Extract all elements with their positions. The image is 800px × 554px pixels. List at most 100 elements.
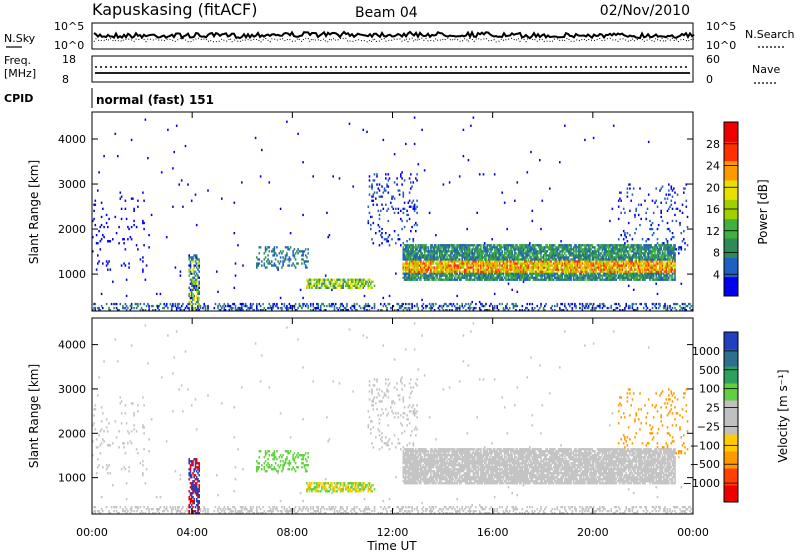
power-cell xyxy=(188,254,190,257)
power-cell xyxy=(119,197,122,200)
power-cell xyxy=(644,260,646,263)
power-cell xyxy=(610,248,612,251)
power-cell xyxy=(495,276,497,279)
power-cell xyxy=(178,302,180,306)
power-cell xyxy=(498,252,501,255)
power-cell xyxy=(416,302,418,306)
power-cell xyxy=(413,256,416,259)
power-cell xyxy=(580,264,582,267)
power-cell xyxy=(582,266,585,269)
power-cell xyxy=(631,272,634,275)
power-cell xyxy=(592,256,595,259)
power-cell xyxy=(625,270,627,273)
power-cell xyxy=(656,227,659,231)
power-cell xyxy=(321,284,323,287)
power-cell xyxy=(425,272,427,275)
power-cell xyxy=(559,260,561,263)
power-cell xyxy=(666,240,669,243)
power-cell xyxy=(597,248,600,251)
power-cell xyxy=(266,266,268,269)
power-cell xyxy=(544,262,546,265)
power-cell xyxy=(413,276,416,279)
power-cell xyxy=(549,274,551,277)
power-cell xyxy=(431,272,433,275)
power-cell xyxy=(359,284,362,287)
power-cell xyxy=(660,276,662,279)
power-cell xyxy=(601,250,604,253)
power-cell xyxy=(442,244,445,247)
power-cell xyxy=(668,272,670,275)
power-cell xyxy=(500,278,502,281)
power-cell xyxy=(436,246,438,249)
power-cell xyxy=(217,304,219,308)
power-cell xyxy=(347,309,349,311)
power-cell xyxy=(124,199,127,202)
power-cell xyxy=(478,272,481,275)
power-cell xyxy=(500,244,502,247)
power-cell xyxy=(521,274,524,277)
power-cell xyxy=(442,258,445,261)
power-cell xyxy=(577,262,580,265)
power-cell xyxy=(620,266,622,269)
power-cell xyxy=(637,244,640,247)
power-cell xyxy=(552,266,555,269)
power-cell xyxy=(545,264,547,267)
power-cell xyxy=(386,238,388,241)
power-cell xyxy=(620,199,622,202)
power-cell xyxy=(689,306,691,310)
power-cell xyxy=(517,248,520,251)
power-cell xyxy=(632,274,635,277)
power-cell xyxy=(636,266,639,269)
power-cell xyxy=(529,270,531,273)
power-cell xyxy=(266,248,268,251)
power-cell xyxy=(570,246,572,249)
power-cell xyxy=(498,262,501,265)
power-cell xyxy=(572,248,575,251)
power-cell xyxy=(192,286,194,289)
power-cell xyxy=(482,262,485,265)
power-cell xyxy=(549,268,551,271)
power-cell xyxy=(279,296,282,300)
power-cell xyxy=(195,274,198,277)
power-cell xyxy=(650,274,652,277)
power-cell xyxy=(520,258,522,261)
power-cell xyxy=(393,197,396,200)
power-cell xyxy=(536,266,539,269)
power-cell xyxy=(426,246,428,249)
power-cell xyxy=(545,278,547,281)
power-cell xyxy=(669,246,671,249)
power-cell xyxy=(646,258,649,261)
power-cell xyxy=(197,286,199,289)
power-cell xyxy=(559,306,561,310)
power-cell xyxy=(314,282,317,285)
power-cell xyxy=(416,256,418,259)
power-cell xyxy=(498,274,501,277)
power-cell xyxy=(597,244,600,247)
power-cell xyxy=(456,294,458,298)
power-cell xyxy=(577,276,580,279)
power-cell xyxy=(683,302,685,306)
power-cell xyxy=(491,248,493,251)
power-cell xyxy=(640,217,642,221)
power-cell xyxy=(519,244,521,247)
power-cell xyxy=(446,309,448,311)
power-cell xyxy=(485,254,487,257)
power-cell xyxy=(585,256,587,259)
power-cell xyxy=(582,268,585,271)
power-cell xyxy=(644,276,646,279)
power-cell xyxy=(456,278,458,281)
power-cell xyxy=(540,227,542,231)
power-cell xyxy=(616,268,619,271)
power-cell xyxy=(368,304,371,308)
power-cell xyxy=(124,306,127,310)
power-cell xyxy=(514,252,516,255)
power-cell xyxy=(589,246,591,249)
power-cell xyxy=(455,258,457,261)
power-cell xyxy=(362,282,365,285)
power-cell xyxy=(560,274,562,277)
power-cell xyxy=(647,238,650,241)
power-cell xyxy=(575,256,577,259)
power-cell xyxy=(649,270,651,273)
power-cell xyxy=(179,274,182,277)
power-cell xyxy=(198,260,200,263)
